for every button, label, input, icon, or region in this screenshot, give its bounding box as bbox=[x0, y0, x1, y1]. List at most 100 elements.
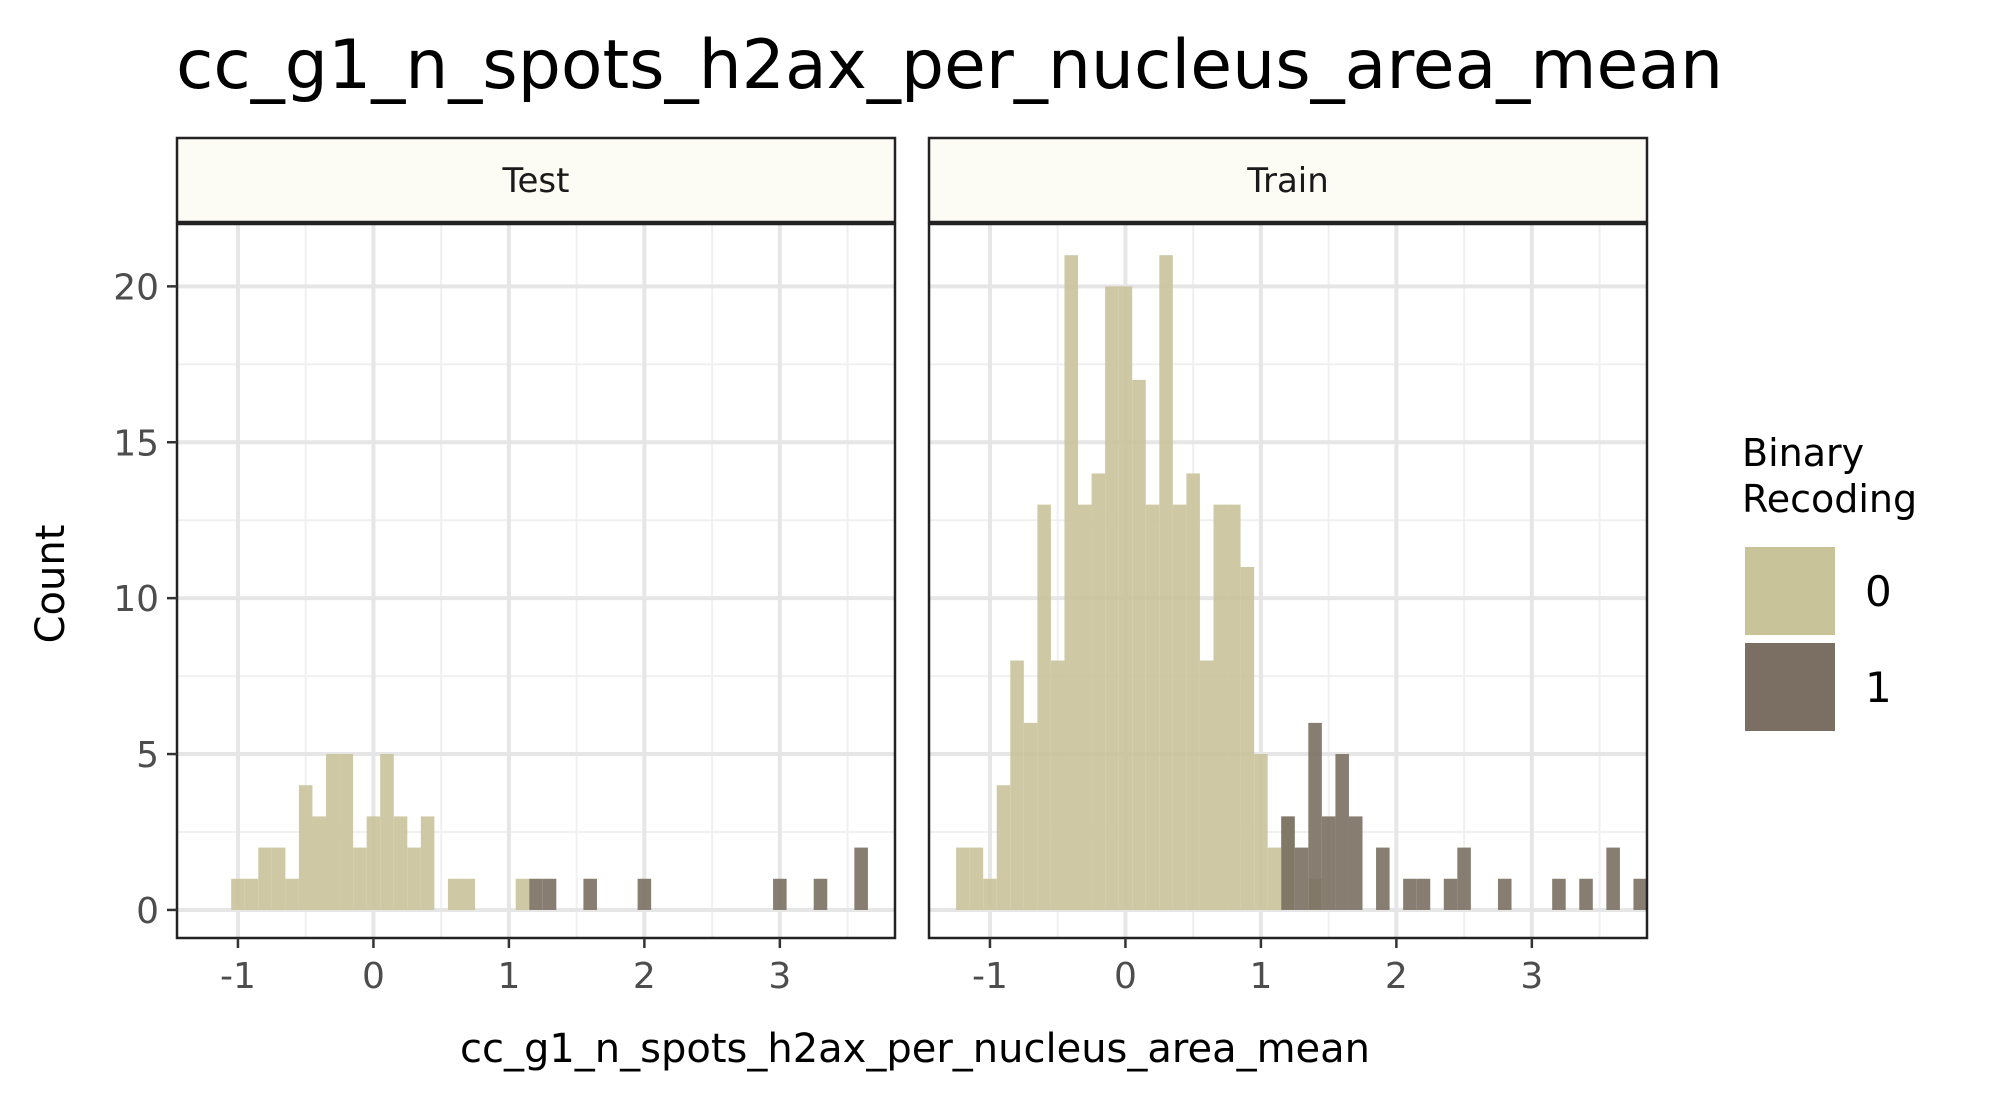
x-tick-label: 0 bbox=[362, 956, 385, 997]
y-tick-label: 10 bbox=[113, 579, 159, 620]
histogram-bar-group-1 bbox=[1457, 847, 1471, 910]
panel-border bbox=[175, 222, 897, 940]
histogram-bar-group-0 bbox=[393, 816, 408, 910]
legend-key-1 bbox=[1745, 643, 1835, 731]
histogram-bar-group-1 bbox=[1335, 754, 1349, 910]
histogram-bar-group-0 bbox=[407, 847, 421, 910]
facet-strip bbox=[175, 136, 897, 224]
legend-title: Recoding bbox=[1742, 477, 1917, 521]
facet-strip bbox=[927, 136, 1649, 224]
histogram-bar-group-0 bbox=[312, 816, 327, 910]
histogram-bar-group-1 bbox=[1281, 816, 1295, 910]
x-tick-label: 3 bbox=[1520, 956, 1543, 997]
legend-key-0 bbox=[1745, 547, 1835, 635]
histogram-bar-group-0 bbox=[285, 878, 299, 910]
histogram-bar-group-0 bbox=[339, 754, 354, 910]
histogram-bar-group-0 bbox=[1145, 504, 1160, 910]
histogram-bar-group-0 bbox=[258, 847, 272, 910]
histogram-bar-group-0 bbox=[1240, 566, 1255, 910]
x-tick-label: 1 bbox=[1249, 956, 1272, 997]
histogram-bar-group-1 bbox=[583, 878, 597, 910]
histogram-bar-group-1 bbox=[773, 878, 787, 910]
x-tick-label: 0 bbox=[1114, 956, 1137, 997]
histogram-bar-group-0 bbox=[1172, 504, 1187, 910]
y-tick-label: 5 bbox=[136, 735, 159, 776]
histogram-bar-group-0 bbox=[956, 847, 970, 910]
histogram-bar-group-1 bbox=[1376, 847, 1390, 910]
histogram-bar-group-1 bbox=[1579, 878, 1593, 910]
x-tick-label: 3 bbox=[768, 956, 791, 997]
histogram-bar-group-0 bbox=[244, 878, 259, 910]
histogram-bar-group-1 bbox=[1606, 847, 1620, 910]
histogram-bar-group-0 bbox=[515, 878, 530, 910]
histogram-bar-group-1 bbox=[529, 878, 543, 910]
histogram-bar-group-0 bbox=[1037, 504, 1051, 910]
histogram-bar-group-0 bbox=[1105, 286, 1119, 910]
histogram-bar-group-0 bbox=[1010, 660, 1024, 910]
histogram-bar-group-0 bbox=[271, 847, 286, 910]
legend-label-1: 1 bbox=[1865, 663, 1892, 712]
histogram-bar-group-1 bbox=[1308, 722, 1322, 910]
x-axis-label: cc_g1_n_spots_h2ax_per_nucleus_area_mean bbox=[460, 1026, 1370, 1072]
histogram-bar-group-0 bbox=[996, 785, 1011, 910]
histogram-bar-group-0 bbox=[353, 847, 367, 910]
panel-border bbox=[927, 222, 1649, 940]
y-tick-label: 15 bbox=[113, 423, 159, 464]
histogram-bar-group-1 bbox=[1348, 816, 1363, 910]
histogram-bar-group-1 bbox=[1443, 878, 1458, 910]
y-tick-label: 0 bbox=[136, 891, 159, 932]
histogram-bar-group-0 bbox=[366, 816, 381, 910]
histogram-bar-group-1 bbox=[1633, 878, 1647, 910]
histogram-bar-group-0 bbox=[1186, 473, 1200, 910]
legend-title: Binary bbox=[1742, 431, 1864, 475]
facet-panel-train: Train -1 0 1 2 3 bbox=[927, 136, 1649, 997]
facet-strip-label: Train bbox=[1246, 161, 1329, 201]
histogram-bar-group-0 bbox=[326, 754, 340, 910]
y-axis-label: Count bbox=[28, 525, 74, 644]
histogram-bar-group-0 bbox=[447, 878, 462, 910]
histogram-bar-group-0 bbox=[420, 816, 435, 910]
histogram-bar-group-0 bbox=[380, 754, 394, 910]
facet-panel-test: Test -1 0 1 2 3 0 5 10 15 20 bbox=[113, 136, 897, 997]
x-tick-label: 2 bbox=[1385, 956, 1408, 997]
facet-strip-label: Test bbox=[502, 161, 570, 201]
histogram-bar-group-1 bbox=[1497, 878, 1512, 910]
facet-panels: Test -1 0 1 2 3 0 5 10 15 20 Train -1 0 1 2 3 bbox=[113, 136, 1649, 997]
legend-label-0: 0 bbox=[1865, 567, 1892, 616]
histogram-bar-group-0 bbox=[1227, 504, 1241, 910]
histogram-bar-group-0 bbox=[1118, 286, 1133, 910]
histogram-bar-group-0 bbox=[983, 878, 997, 910]
histogram-bar-group-1 bbox=[1321, 816, 1336, 910]
histogram-bar-group-0 bbox=[1267, 847, 1282, 910]
histogram-bar-group-0 bbox=[231, 878, 245, 910]
histogram-bar-group-1 bbox=[1294, 847, 1309, 910]
histogram-bar-group-0 bbox=[1023, 722, 1038, 910]
histogram-bar-group-1 bbox=[637, 878, 652, 910]
chart-title: cc_g1_n_spots_h2ax_per_nucleus_area_mean bbox=[176, 26, 1723, 105]
y-tick-label: 20 bbox=[113, 267, 159, 308]
histogram-bar-group-1 bbox=[1552, 878, 1566, 910]
histogram-bar-group-1 bbox=[1403, 878, 1417, 910]
histogram-bar-group-1 bbox=[1416, 878, 1431, 910]
histogram-bar-group-0 bbox=[298, 785, 313, 910]
x-tick-label: -1 bbox=[220, 956, 256, 997]
x-tick-label: -1 bbox=[972, 956, 1008, 997]
histogram-bar-group-0 bbox=[1064, 255, 1079, 910]
histogram-bar-group-0 bbox=[1050, 660, 1065, 910]
x-tick-label: 2 bbox=[633, 956, 656, 997]
histogram-bar-group-1 bbox=[813, 878, 828, 910]
histogram-bar-group-1 bbox=[854, 847, 868, 910]
histogram-bar-group-0 bbox=[1132, 379, 1146, 910]
histogram-bar-group-0 bbox=[969, 847, 984, 910]
histogram-bar-group-0 bbox=[1254, 754, 1268, 910]
histogram-bar-group-0 bbox=[1091, 473, 1106, 910]
histogram-bar-group-0 bbox=[1159, 255, 1173, 910]
histogram-bar-group-1 bbox=[542, 878, 557, 910]
histogram-bar-group-0 bbox=[1078, 504, 1092, 910]
histogram-bar-group-0 bbox=[461, 878, 476, 910]
histogram-bar-group-0 bbox=[1199, 660, 1214, 910]
panel-background bbox=[177, 224, 895, 938]
x-tick-label: 1 bbox=[497, 956, 520, 997]
